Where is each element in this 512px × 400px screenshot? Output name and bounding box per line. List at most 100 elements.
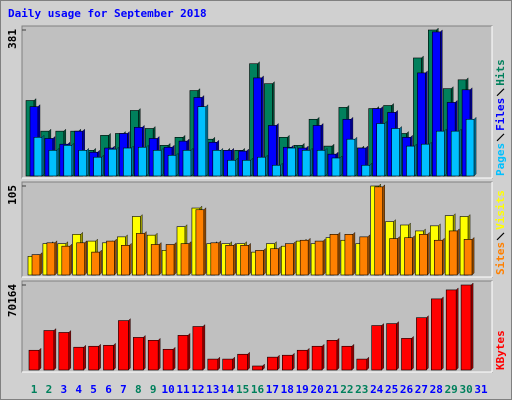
bar-side — [172, 346, 176, 371]
x-tick-label: 27 — [415, 383, 428, 396]
bar — [406, 143, 417, 177]
bar — [76, 240, 87, 276]
bar-side — [203, 207, 207, 276]
x-tick-label: 19 — [296, 383, 309, 396]
bar-face — [450, 130, 460, 177]
x-tick-label: 9 — [150, 383, 157, 396]
bar-side — [263, 247, 266, 276]
bar-face — [416, 317, 427, 371]
bar-side — [471, 236, 475, 276]
y-tick-label: 70164 — [6, 284, 19, 317]
bar — [299, 237, 311, 276]
bar-face — [212, 150, 222, 177]
bar — [404, 235, 415, 276]
bar-side — [68, 329, 72, 371]
legend-label: KBytes — [494, 330, 507, 370]
bar-face — [257, 156, 266, 177]
bar — [33, 134, 45, 177]
bar-face — [152, 150, 162, 177]
bar-face — [91, 251, 100, 276]
bar — [281, 352, 295, 371]
x-tick-label: 13 — [206, 383, 219, 396]
bar-face — [177, 335, 189, 371]
bar-face — [242, 159, 251, 177]
x-tick-label: 17 — [266, 383, 279, 396]
bar-face — [118, 320, 129, 371]
legend-label: Hits — [494, 59, 507, 86]
legend-separator — [496, 232, 505, 241]
legend-label: Visits — [494, 190, 507, 230]
bar-face — [197, 106, 207, 177]
bar — [389, 236, 400, 276]
bar-face — [386, 323, 397, 371]
bar — [433, 237, 445, 276]
bar-face — [406, 145, 415, 177]
bar-side — [442, 237, 445, 276]
bar — [31, 252, 43, 276]
bar-face — [162, 348, 174, 371]
legend-label: Pages — [494, 143, 507, 176]
bar-face — [103, 344, 114, 371]
bar-side — [265, 154, 268, 177]
bar-face — [301, 150, 311, 177]
bar — [460, 282, 474, 371]
bar — [103, 342, 116, 371]
x-tick-label: 1 — [31, 383, 38, 396]
bar-side — [457, 228, 460, 276]
bar-face — [272, 164, 281, 177]
bar — [177, 332, 191, 371]
x-tick-label: 20 — [310, 383, 323, 396]
bar-side — [369, 162, 372, 177]
bar — [284, 241, 296, 276]
bar — [346, 136, 358, 177]
bar — [329, 231, 341, 276]
bar — [28, 347, 42, 371]
y-tick-label: 105 — [6, 185, 19, 205]
bar-side — [56, 147, 60, 177]
bar-face — [401, 338, 412, 371]
bar-face — [281, 354, 293, 371]
bar-side — [205, 104, 209, 177]
bar-face — [341, 345, 353, 371]
bar — [138, 144, 149, 177]
bar-face — [31, 254, 41, 276]
bar-face — [391, 128, 400, 177]
bar-face — [374, 186, 384, 276]
bar-face — [225, 245, 234, 276]
bar-face — [210, 242, 220, 276]
bar — [435, 128, 447, 177]
bar — [150, 242, 162, 276]
bar-side — [217, 356, 221, 371]
x-tick-label: 21 — [325, 383, 339, 396]
bar-side — [293, 241, 296, 276]
bar-side — [411, 335, 414, 371]
bar — [63, 142, 75, 177]
bar — [356, 356, 369, 371]
bar — [61, 243, 73, 276]
bar-side — [248, 242, 251, 276]
bar-side — [384, 121, 387, 177]
bar-face — [133, 337, 144, 371]
bar-face — [314, 240, 324, 276]
bar — [344, 231, 356, 276]
bar-face — [167, 155, 177, 177]
bar-side — [456, 287, 459, 371]
bar — [91, 249, 102, 276]
bar-face — [344, 234, 354, 276]
bar — [421, 141, 432, 177]
bar-side — [337, 231, 341, 276]
bar-face — [195, 209, 205, 276]
bar-face — [252, 365, 263, 371]
bar-face — [267, 356, 278, 371]
bar-face — [63, 145, 73, 177]
bar — [270, 246, 281, 276]
bar — [108, 146, 119, 177]
bar-face — [404, 237, 413, 276]
bar-face — [465, 118, 475, 177]
bar-side — [367, 234, 370, 276]
bar-face — [165, 244, 175, 276]
bar-face — [448, 230, 458, 276]
bar-side — [235, 157, 238, 177]
bar — [374, 184, 385, 276]
